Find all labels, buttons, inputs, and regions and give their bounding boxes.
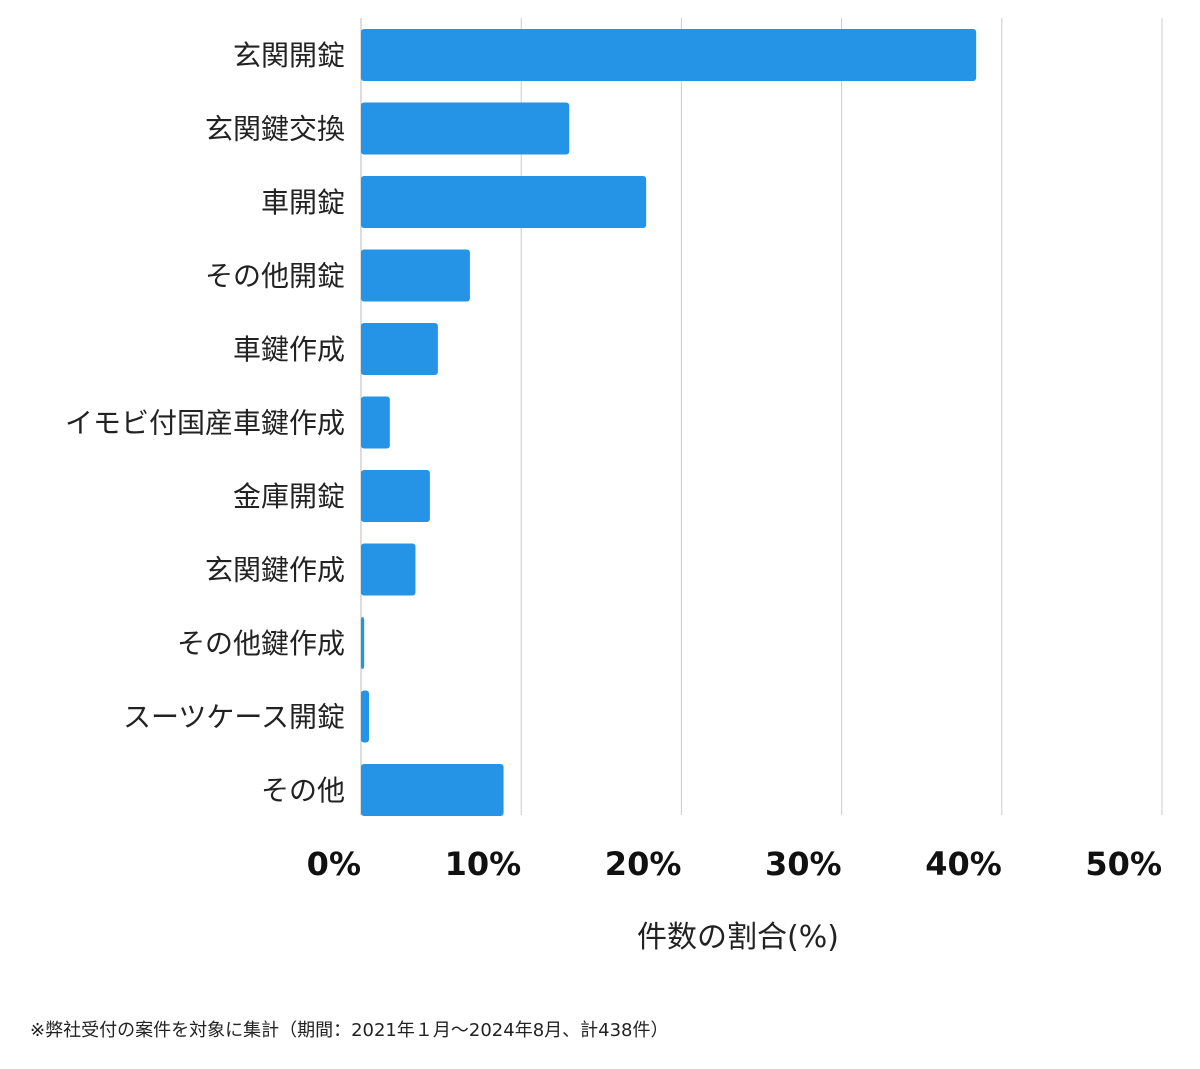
x-tick-label: 10% [445,845,522,883]
bar [361,396,390,449]
x-tick-label: 20% [605,845,682,883]
bar [361,543,416,596]
bar [361,617,365,669]
x-tick-label: 0% [307,845,361,883]
bar [361,102,570,155]
bar [361,690,370,743]
bar [361,249,470,302]
category-label: 玄関開錠 [233,39,345,72]
x-tick-label: 30% [765,845,842,883]
category-label: 車開錠 [261,186,345,219]
bar [361,176,647,228]
category-label: 玄関鍵作成 [205,554,345,587]
category-label: 金庫開錠 [233,480,345,513]
category-label: その他鍵作成 [177,627,345,660]
bar [361,29,977,81]
x-tick-label: 40% [925,845,1002,883]
category-label: その他 [261,774,345,807]
category-label: スーツケース開錠 [123,701,345,734]
category-label: その他開錠 [205,260,345,293]
category-label: 車鍵作成 [233,333,345,366]
category-label: 玄関鍵交換 [205,113,345,146]
bar [361,470,430,522]
x-axis-label: 件数の割合(%) [637,920,839,955]
bar [361,323,438,375]
footnote: ※弊社受付の案件を対象に集計（期間：2021年１月〜2024年8月、計438件） [30,1020,669,1041]
category-label: イモビ付国産車鍵作成 [65,407,345,440]
bar-chart: 0% 10% 20% 30% 40% 50% 玄関開錠玄関鍵交換車開錠その他開錠車鍵作成イモ… [65,18,1163,955]
x-tick-label: 50% [1085,845,1162,883]
bar [361,764,504,816]
